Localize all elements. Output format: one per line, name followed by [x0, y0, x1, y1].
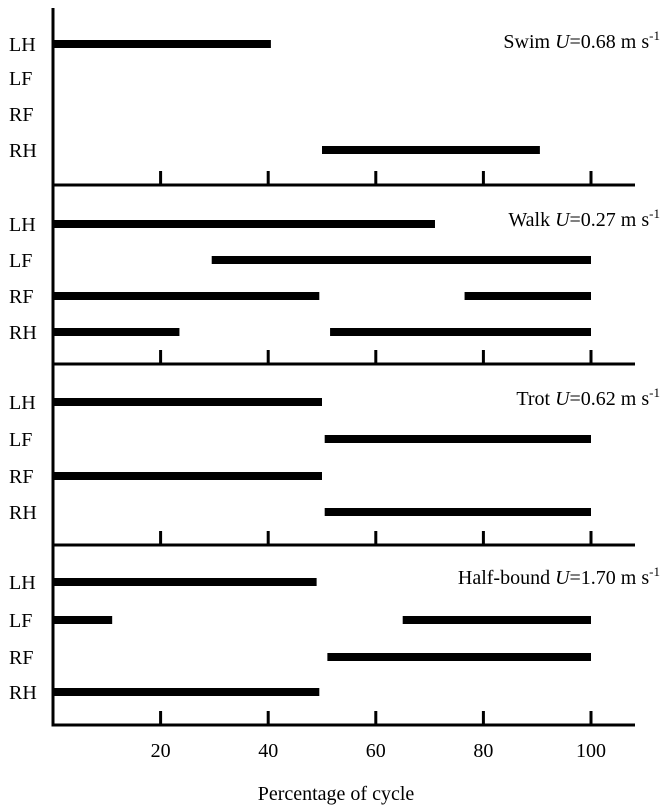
stance-bar [330, 328, 591, 336]
limb-label: LF [9, 429, 32, 451]
x-tick-label: 80 [473, 740, 493, 762]
stance-bar [53, 398, 322, 406]
limb-label: LH [9, 572, 36, 594]
stance-bar [53, 578, 317, 586]
limb-label: LH [9, 34, 36, 56]
limb-label: LH [9, 392, 36, 414]
stance-bar [53, 220, 435, 228]
limb-label: RF [9, 286, 33, 308]
limb-label: RH [9, 140, 37, 162]
x-tick-label: 40 [258, 740, 278, 762]
x-axis-label: Percentage of cycle [258, 783, 415, 805]
limb-label: RH [9, 682, 37, 704]
stance-bar [324, 508, 591, 516]
limb-label: RF [9, 647, 33, 669]
limb-label: LF [9, 250, 32, 272]
limb-label: LH [9, 214, 36, 236]
stance-bar [53, 616, 113, 624]
stance-bar [322, 146, 540, 154]
stance-bar [53, 292, 320, 300]
stance-bar [402, 616, 591, 624]
stance-bar [327, 653, 591, 661]
stance-bar [324, 435, 591, 443]
x-tick-label: 100 [576, 740, 606, 762]
stance-bar [53, 688, 320, 696]
stance-bar [211, 256, 591, 264]
limb-label: LF [9, 68, 32, 90]
stance-bar [53, 328, 180, 336]
plot-area: LH LF RF RH Swim U=0.68 m s-1 LH LF RF RH Walk U=… [9, 8, 660, 762]
limb-label: RF [9, 466, 33, 488]
x-tick-label: 60 [366, 740, 386, 762]
limb-label: RH [9, 322, 37, 344]
panel-title: Swim U=0.68 m s-1 [503, 28, 660, 53]
stance-bar [53, 472, 322, 480]
panel-title: Walk U=0.27 m s-1 [508, 206, 660, 231]
panel-title: Trot U=0.62 m s-1 [516, 385, 660, 410]
panel-title: Half-bound U=1.70 m s-1 [458, 564, 660, 589]
limb-label: RH [9, 502, 37, 524]
limb-label: LF [9, 610, 32, 632]
limb-label: RF [9, 104, 33, 126]
x-tick-label: 20 [151, 740, 171, 762]
stance-bar [53, 40, 271, 48]
stance-bar [464, 292, 591, 300]
